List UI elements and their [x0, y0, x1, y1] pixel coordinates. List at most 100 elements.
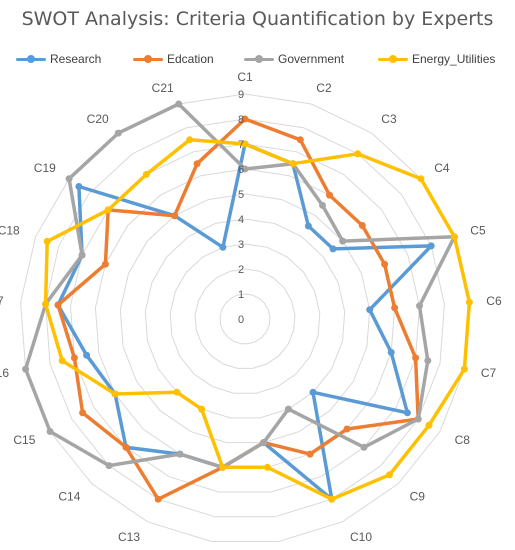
data-point-edcation [343, 425, 351, 433]
data-point-research [83, 351, 91, 359]
data-point-edcation [391, 304, 399, 312]
data-point-edcation [154, 495, 162, 503]
category-label: C8 [455, 433, 471, 447]
legend: Research Edcation Government Energy_Util… [0, 52, 515, 70]
series-line-government [23, 102, 457, 470]
category-labels: C1C2C3C4C5C6C7C8C9C10C11C12C13C14C15C16C… [0, 70, 502, 544]
radial-tick-label: 5 [238, 189, 244, 201]
category-label: C16 [0, 366, 9, 380]
data-point-government [414, 415, 422, 423]
radial-tick-label: 6 [238, 164, 244, 176]
category-label: C7 [481, 366, 497, 380]
series-line-energy-utilities [43, 138, 472, 501]
legend-swatch-edcation [133, 52, 163, 66]
data-point-research [403, 409, 411, 417]
legend-label-energy-utilities: Energy_Utilities [412, 52, 496, 66]
data-point-research [366, 306, 374, 314]
radial-tick-label: 4 [238, 214, 244, 226]
data-point-government [78, 251, 86, 259]
data-point-energy-utilities [354, 150, 362, 158]
radial-tick-label: 8 [238, 114, 244, 126]
data-point-energy-utilities [386, 471, 393, 479]
legend-label-government: Government [278, 52, 345, 66]
data-point-government [22, 365, 30, 373]
legend-label-edcation: Edcation [167, 52, 214, 66]
radial-tick-label: 1 [238, 289, 244, 301]
data-point-government [46, 428, 54, 435]
data-point-energy-utilities [104, 206, 112, 214]
grid-ring [169, 243, 321, 394]
legend-label-research: Research [50, 52, 102, 66]
data-point-research [387, 348, 395, 356]
data-point-energy-utilities [425, 421, 433, 429]
grid-ring [144, 218, 346, 419]
category-label: C20 [87, 112, 109, 126]
category-label: C10 [350, 530, 372, 544]
category-label: C14 [58, 489, 80, 503]
data-point-edcation [193, 160, 201, 168]
legend-item-edcation: Edcation [133, 52, 214, 66]
radial-tick-label: 9 [238, 89, 244, 101]
data-point-energy-utilities [465, 298, 473, 306]
category-label: C5 [470, 224, 486, 238]
data-point-edcation [171, 212, 179, 220]
data-point-government [241, 165, 249, 173]
data-point-energy-utilities [58, 357, 66, 365]
category-label: C9 [410, 489, 426, 503]
radial-tick-label: 2 [238, 264, 244, 276]
chart-title: SWOT Analysis: Criteria Quantification b… [21, 8, 494, 30]
data-point-research [427, 242, 435, 250]
data-point-government [175, 100, 183, 108]
data-point-government [424, 357, 432, 365]
data-point-research [304, 222, 312, 230]
radar-series [22, 100, 473, 503]
legend-swatch-government [244, 52, 274, 66]
data-point-government [105, 462, 113, 470]
data-point-energy-utilities [450, 233, 458, 241]
data-point-energy-utilities [219, 463, 227, 471]
category-label: C17 [0, 294, 4, 308]
data-point-edcation [296, 136, 304, 144]
grid-ring [219, 293, 271, 345]
data-point-edcation [241, 115, 249, 123]
legend-item-energy-utilities: Energy_Utilities [378, 52, 495, 66]
data-point-government [319, 201, 326, 209]
grid-ring [45, 118, 445, 518]
radial-ticks: 0 1 2 3 4 5 6 7 8 9 [238, 89, 244, 326]
category-label: C2 [316, 81, 332, 95]
data-point-energy-utilities [417, 175, 425, 183]
data-point-government [65, 175, 73, 183]
data-point-edcation [70, 354, 78, 362]
data-point-government [260, 439, 268, 447]
data-point-government [416, 302, 423, 310]
data-point-edcation [381, 260, 389, 268]
data-point-government [284, 405, 292, 413]
data-point-edcation [79, 409, 87, 417]
category-label: C21 [152, 81, 174, 95]
data-point-edcation [54, 301, 62, 309]
category-label: C4 [434, 161, 450, 175]
data-point-government [360, 443, 368, 451]
data-point-government [339, 237, 347, 245]
data-point-edcation [326, 191, 333, 199]
category-label: C6 [486, 294, 502, 308]
category-label: C15 [13, 433, 35, 447]
radial-tick-label: 3 [238, 239, 244, 251]
data-point-research [329, 245, 337, 253]
grid-ring [194, 268, 296, 369]
category-label: C19 [34, 161, 56, 175]
data-point-energy-utilities [460, 365, 468, 373]
legend-item-research: Research [16, 52, 101, 66]
data-point-research [75, 183, 83, 190]
legend-item-government: Government [244, 52, 344, 66]
data-point-energy-utilities [142, 170, 150, 178]
data-point-energy-utilities [328, 495, 336, 503]
data-point-research [219, 243, 227, 251]
data-point-edcation [101, 260, 109, 268]
data-point-energy-utilities [289, 160, 297, 168]
data-point-energy-utilities [42, 300, 50, 308]
data-point-energy-utilities [263, 463, 271, 471]
grid-ring [69, 143, 421, 493]
